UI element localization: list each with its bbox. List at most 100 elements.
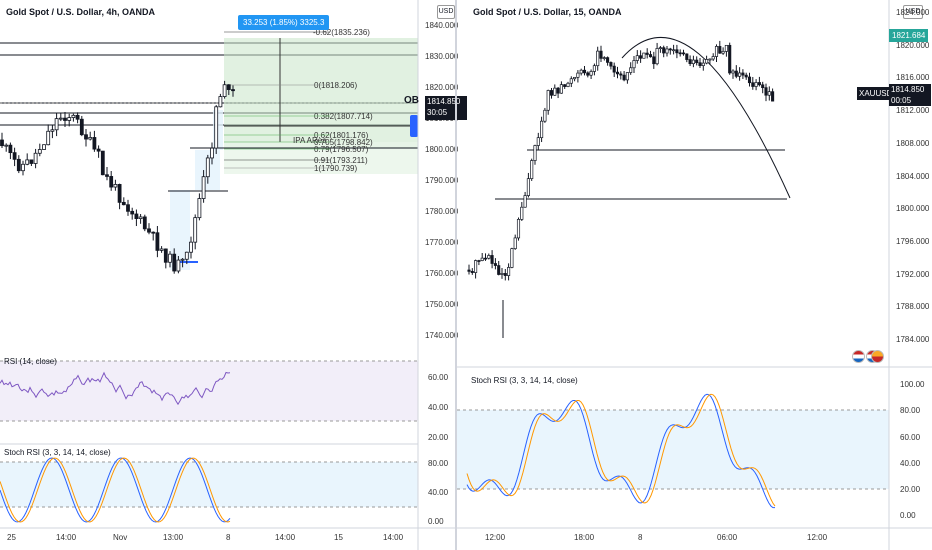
candle bbox=[701, 62, 705, 66]
time-axis-label: 25 bbox=[7, 533, 16, 542]
candle bbox=[180, 258, 185, 261]
left-main-chart[interactable]: -0.62(1835.236) 0(1818.206) 0.382(1807.714… bbox=[0, 0, 455, 550]
candle bbox=[688, 59, 692, 65]
candle bbox=[592, 65, 596, 72]
candle bbox=[197, 198, 202, 219]
price-axis-label: 1812.000 bbox=[896, 106, 930, 116]
candle bbox=[109, 176, 114, 188]
left-chart-pane[interactable]: Gold Spot / U.S. Dollar, 4h, OANDA USD -… bbox=[0, 0, 467, 550]
time-axis-label: Nov bbox=[113, 533, 128, 542]
candle bbox=[75, 114, 80, 120]
right-current-price-value: 1814.850 bbox=[891, 85, 925, 94]
candle bbox=[507, 267, 511, 276]
candle bbox=[728, 44, 732, 74]
left-stoch-title: Stoch RSI (3, 3, 14, 14, close) bbox=[4, 448, 111, 457]
candle bbox=[771, 91, 775, 102]
price-axis-label: 1840.000 bbox=[425, 21, 459, 30]
time-axis-label: 8 bbox=[638, 533, 643, 542]
measure-label[interactable]: 33.253 (1.85%) 3325.3 bbox=[238, 15, 330, 30]
left-price-axis[interactable]: 1840.0001830.0001820.0001810.0001800.000… bbox=[418, 0, 459, 340]
flag-icon[interactable] bbox=[852, 350, 865, 363]
ipa-label: IPA ARea bbox=[293, 136, 327, 145]
candle bbox=[490, 255, 494, 264]
candle bbox=[113, 184, 118, 188]
candle bbox=[546, 90, 550, 111]
candle bbox=[497, 265, 501, 275]
time-axis-label: 12:00 bbox=[485, 533, 506, 542]
candle bbox=[582, 69, 587, 74]
candle bbox=[79, 118, 84, 136]
price-axis-label: 1792.000 bbox=[896, 269, 930, 279]
pane-divider[interactable] bbox=[455, 0, 457, 550]
price-axis-label: 1790.000 bbox=[425, 176, 459, 185]
candle bbox=[579, 69, 583, 74]
flag-icon[interactable] bbox=[871, 350, 884, 363]
candle bbox=[632, 60, 636, 69]
left-time-axis[interactable]: 25 14:00 Nov 13:00 8 14:00 15 14:00 bbox=[0, 530, 418, 550]
candle bbox=[678, 52, 682, 55]
current-price-tag: 1814.850 30:05 bbox=[425, 96, 467, 120]
candle bbox=[470, 271, 474, 273]
candle bbox=[201, 176, 206, 199]
right-currency-button[interactable]: USD bbox=[903, 5, 923, 19]
right-main-chart[interactable]: 100.00 80.00 60.00 40.00 20.00 0.00 bbox=[457, 0, 932, 550]
candle bbox=[54, 118, 59, 131]
candle bbox=[549, 90, 554, 96]
fib-zone bbox=[224, 142, 418, 174]
measure-zone bbox=[224, 38, 418, 148]
high-price-tag: 1821.684 bbox=[889, 29, 929, 42]
right-price-axis[interactable]: 1824.000 1820.000 1816.000 1812.000 1808.000… bbox=[889, 0, 932, 360]
right-chart-pane[interactable]: Gold Spot / U.S. Dollar, 15, OANDA USD 1… bbox=[457, 0, 932, 550]
candle bbox=[711, 56, 715, 60]
time-axis-label: 14:00 bbox=[275, 533, 296, 542]
candle bbox=[218, 96, 223, 108]
candle bbox=[8, 144, 13, 154]
time-axis-label: 13:00 bbox=[163, 533, 184, 542]
current-price-value: 1814.850 bbox=[427, 97, 461, 106]
candle bbox=[767, 91, 771, 96]
candle bbox=[105, 174, 109, 177]
time-axis-label: 14:00 bbox=[383, 533, 404, 542]
right-current-price-tag: 1814.850 00:05 bbox=[889, 84, 931, 106]
candle bbox=[513, 237, 517, 250]
candle bbox=[738, 72, 742, 77]
price-axis-label: 1804.000 bbox=[896, 171, 930, 181]
candle bbox=[602, 57, 606, 59]
candle bbox=[681, 52, 686, 55]
candle bbox=[134, 213, 139, 219]
candle bbox=[214, 106, 219, 149]
candle bbox=[714, 46, 719, 57]
candle bbox=[559, 84, 563, 94]
fib-label: 0.91(1793.211) bbox=[314, 156, 368, 165]
fib-label: 0.705(1798.842) bbox=[314, 138, 373, 147]
candle bbox=[516, 219, 521, 239]
candle bbox=[606, 57, 610, 63]
candle bbox=[658, 47, 662, 50]
price-axis-label: 1780.000 bbox=[425, 207, 459, 216]
right-current-price-timer: 00:05 bbox=[891, 96, 912, 105]
rsi-line bbox=[0, 371, 231, 406]
candle bbox=[42, 144, 46, 150]
candle bbox=[609, 62, 613, 67]
candle bbox=[698, 62, 702, 66]
candle bbox=[695, 59, 699, 64]
right-time-axis[interactable]: 12:00 18:00 8 06:00 12:00 bbox=[457, 530, 889, 550]
indicator-axis-label: 40.00 bbox=[900, 459, 921, 468]
rsi-title: RSI (14, close) bbox=[4, 357, 57, 366]
candle bbox=[503, 273, 507, 276]
indicator-axis-label: 0.00 bbox=[900, 511, 916, 520]
range-box bbox=[170, 190, 190, 270]
left-currency-button[interactable]: USD bbox=[437, 5, 455, 19]
candle bbox=[721, 51, 725, 54]
indicator-axis-label: 80.00 bbox=[428, 459, 449, 468]
candle bbox=[210, 147, 214, 159]
candle bbox=[563, 84, 567, 87]
candle bbox=[705, 59, 709, 64]
candle bbox=[155, 232, 160, 251]
candle bbox=[589, 71, 593, 76]
candle bbox=[12, 152, 17, 160]
candle bbox=[88, 137, 93, 140]
candle bbox=[536, 137, 540, 146]
candle bbox=[754, 82, 758, 87]
time-axis-label: 06:00 bbox=[717, 533, 738, 542]
